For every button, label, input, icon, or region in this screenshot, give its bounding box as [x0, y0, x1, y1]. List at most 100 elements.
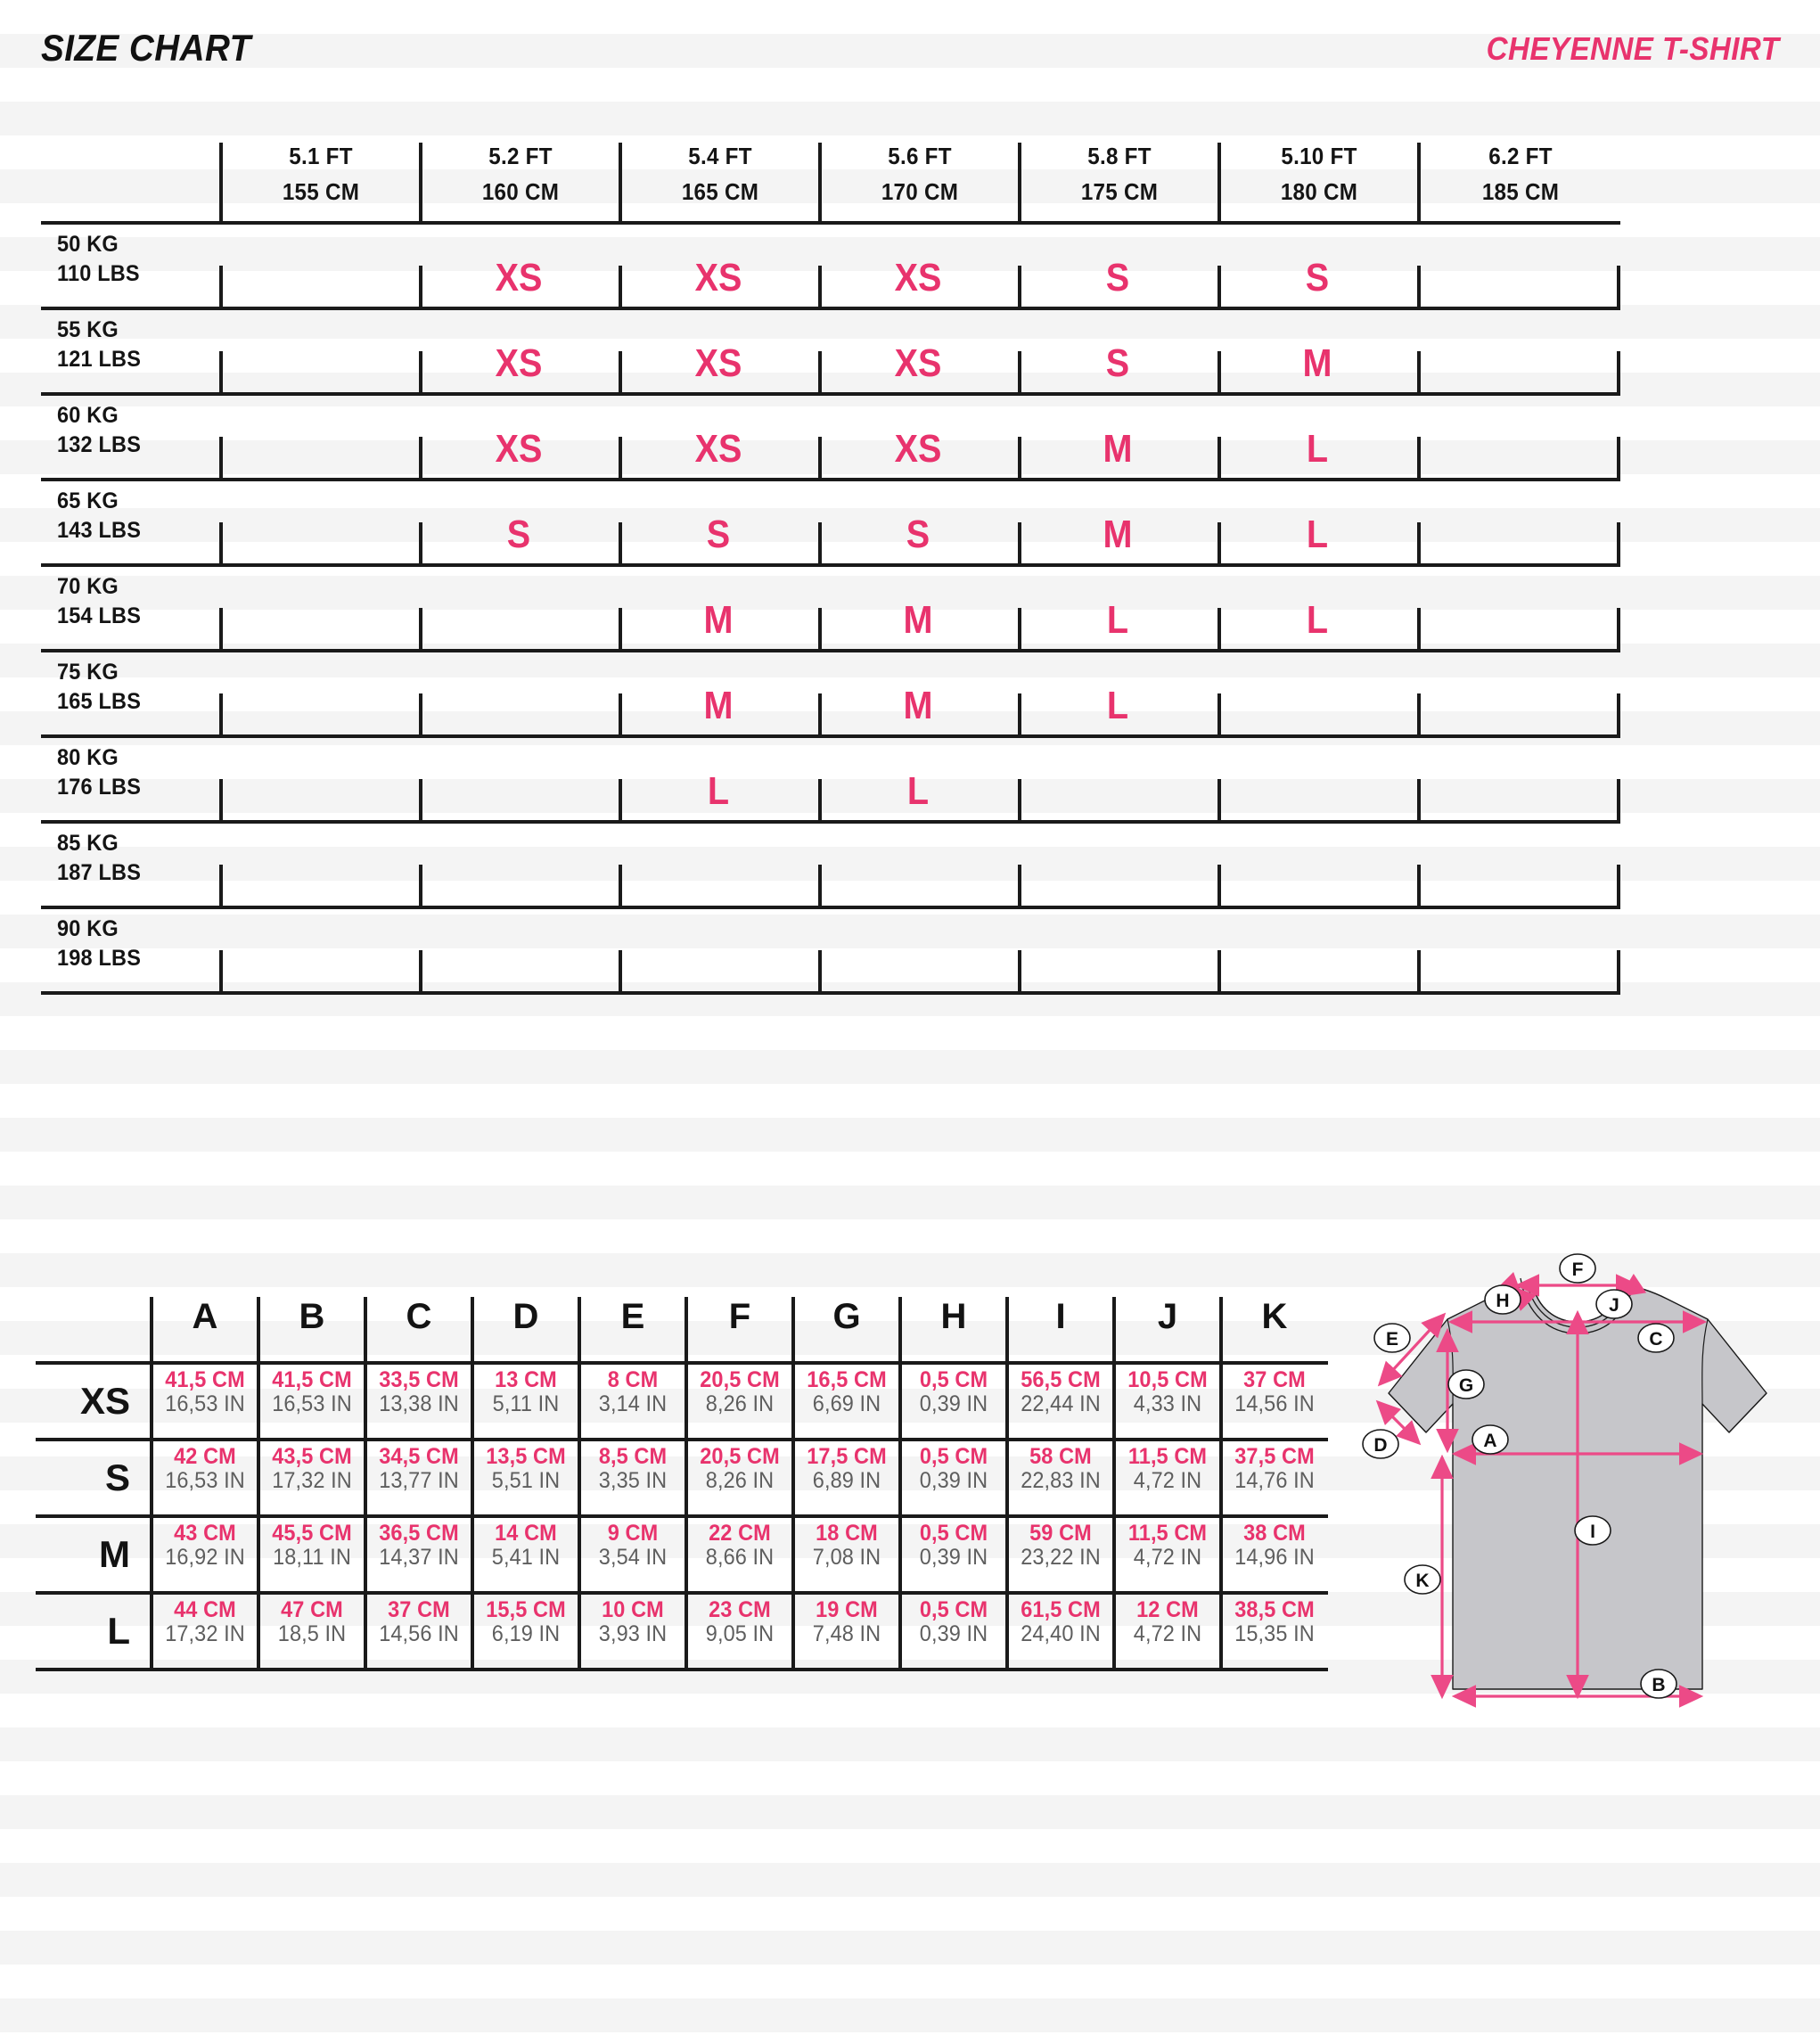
measurement-letter: B: [299, 1297, 325, 1336]
measurement-cm: 8 CM: [607, 1367, 659, 1392]
size-recommendation-cell: M: [903, 598, 933, 642]
marker-G: G: [1447, 1369, 1485, 1399]
measurement-cm: 13 CM: [495, 1367, 557, 1392]
column-tick: [1018, 351, 1021, 392]
measurements-body: XS 41,5 CM 16,53 IN 41,5 CM 16,53 IN 33,5 CM 1…: [36, 1365, 1328, 1671]
measurement-letter: F: [728, 1297, 751, 1336]
measurement-in: 4,72 IN: [1133, 1467, 1202, 1493]
measurement-cell: 61,5 CM 24,40 IN: [1005, 1595, 1112, 1668]
marker-C: C: [1637, 1323, 1675, 1353]
grid-column-header-1: 5.2 FT 160 CM: [419, 143, 619, 221]
measurement-cell: 59 CM 23,22 IN: [1005, 1518, 1112, 1591]
size-recommendation-cell: M: [1302, 341, 1332, 385]
column-tick: [1217, 351, 1221, 392]
measurement-cell: 37 CM 14,56 IN: [364, 1595, 471, 1668]
column-tick: [1417, 522, 1421, 563]
measurement-cell: 20,5 CM 8,26 IN: [685, 1441, 791, 1514]
weight-row-label: 50 KG 110 LBS: [57, 230, 217, 289]
measurement-in: 14,76 IN: [1234, 1467, 1315, 1493]
measurement-cell: 45,5 CM 18,11 IN: [257, 1518, 364, 1591]
grid-column-header-2: 5.4 FT 165 CM: [619, 143, 818, 221]
measurement-in: 13,38 IN: [379, 1391, 459, 1416]
measurement-in: 0,39 IN: [919, 1391, 988, 1416]
measurement-cm: 11,5 CM: [1127, 1521, 1208, 1546]
weight-kg: 70 KG: [57, 574, 119, 599]
svg-text:G: G: [1459, 1375, 1473, 1396]
column-tick: [219, 950, 223, 991]
column-tick: [619, 522, 622, 563]
measurement-cm: 45,5 CM: [272, 1521, 352, 1546]
weight-kg: 55 KG: [57, 317, 119, 342]
size-recommendation-cell: M: [703, 684, 734, 727]
measurement-cell: 14 CM 5,41 IN: [471, 1518, 578, 1591]
measurement-cell: 8 CM 3,14 IN: [578, 1365, 685, 1438]
marker-F: F: [1559, 1253, 1596, 1284]
measurement-cm: 13,5 CM: [486, 1444, 566, 1469]
measurement-cell: 43,5 CM 17,32 IN: [257, 1441, 364, 1514]
weight-row-label: 90 KG 198 LBS: [57, 915, 217, 973]
column-tick: [219, 266, 223, 307]
height-ft-label: 5.2 FT: [488, 143, 553, 169]
measurement-in: 24,40 IN: [1021, 1620, 1101, 1646]
measurement-cm: 34,5 CM: [379, 1444, 459, 1469]
measurement-column-header: D: [471, 1297, 578, 1361]
measurement-cm: 18 CM: [816, 1521, 878, 1546]
measurement-in: 14,56 IN: [1234, 1391, 1315, 1416]
measurement-cell: 37 CM 14,56 IN: [1219, 1365, 1326, 1438]
measurement-column-header: F: [685, 1297, 791, 1361]
measurement-in: 23,22 IN: [1021, 1544, 1101, 1570]
size-recommendation-cell: XS: [495, 427, 543, 471]
measurement-size-label: XS: [79, 1380, 130, 1422]
page-header: SIZE CHART CHEYENNE T-SHIRT: [0, 27, 1820, 80]
weight-lbs: 198 LBS: [57, 946, 142, 971]
measurement-cm: 43,5 CM: [272, 1444, 352, 1469]
weight-kg: 80 KG: [57, 745, 119, 770]
measurement-in: 6,69 IN: [812, 1391, 881, 1416]
weight-lbs: 187 LBS: [57, 860, 142, 885]
column-tick: [419, 865, 422, 906]
measurement-cm: 20,5 CM: [700, 1367, 780, 1392]
column-tick: [619, 865, 622, 906]
measurement-cell: 38,5 CM 15,35 IN: [1219, 1595, 1326, 1668]
weight-kg: 50 KG: [57, 232, 119, 257]
measurement-in: 13,77 IN: [379, 1467, 459, 1493]
height-ft-label: 5.8 FT: [1087, 143, 1152, 169]
grid-column-header-6: 6.2 FT 185 CM: [1417, 143, 1620, 221]
measurement-letter: I: [1055, 1297, 1066, 1336]
measurement-cm: 11,5 CM: [1127, 1444, 1208, 1469]
measurement-size-label: S: [104, 1456, 130, 1498]
weight-row-label: 55 KG 121 LBS: [57, 316, 217, 374]
weight-lbs: 132 LBS: [57, 432, 142, 457]
size-recommendation-cell: XS: [894, 341, 942, 385]
column-tick: [818, 950, 822, 991]
svg-text:K: K: [1415, 1571, 1429, 1591]
size-recommendation-cell: S: [1305, 256, 1330, 299]
column-tick: [1018, 865, 1021, 906]
measurement-cm: 41,5 CM: [165, 1367, 245, 1392]
column-tick: [1018, 779, 1021, 820]
marker-D: D: [1362, 1429, 1399, 1459]
size-recommendation-cell: L: [906, 769, 930, 813]
column-tick: [1018, 950, 1021, 991]
column-tick: [1018, 693, 1021, 734]
grid-row: 70 KG 154 LBS M M L L: [41, 567, 1620, 652]
grid-row: 50 KG 110 LBS XS XS XS S S: [41, 225, 1620, 310]
measurement-cm: 61,5 CM: [1021, 1597, 1101, 1622]
height-cm-label: 185 CM: [1481, 178, 1560, 205]
column-tick: [1617, 266, 1620, 307]
marker-bubbles: F H J C E G D A I K B: [1362, 1253, 1677, 1699]
height-ft-label: 6.2 FT: [1488, 143, 1553, 169]
marker-J: J: [1595, 1289, 1633, 1319]
column-tick: [619, 266, 622, 307]
column-tick: [818, 865, 822, 906]
height-ft-label: 5.4 FT: [688, 143, 752, 169]
measurement-letter: E: [620, 1297, 645, 1336]
measurement-cm: 14 CM: [495, 1521, 557, 1546]
measurement-cm: 44 CM: [174, 1597, 236, 1622]
measurement-in: 14,96 IN: [1234, 1544, 1315, 1570]
grid-column-header-4: 5.8 FT 175 CM: [1018, 143, 1217, 221]
height-cm-label: 175 CM: [1080, 178, 1159, 205]
weight-kg: 90 KG: [57, 916, 119, 941]
column-tick: [1217, 437, 1221, 478]
size-recommendation-cell: XS: [694, 341, 742, 385]
